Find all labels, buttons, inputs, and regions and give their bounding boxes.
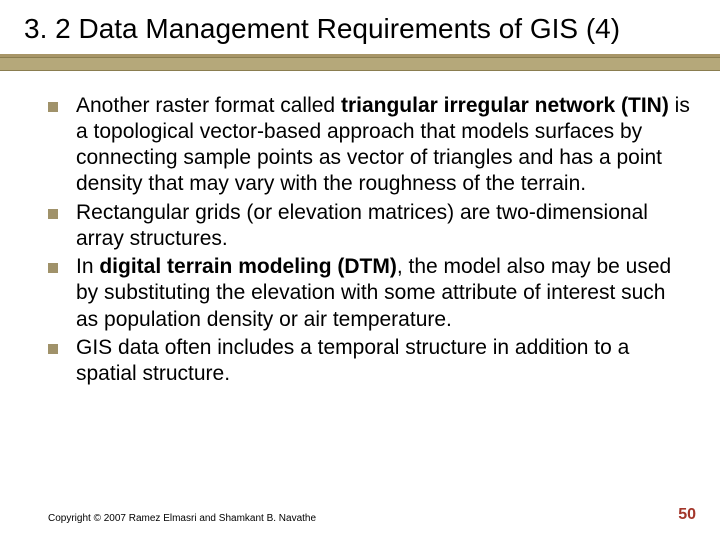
list-item-text: Another raster format called triangular … <box>76 93 690 198</box>
text-pre: GIS data often includes a temporal struc… <box>76 336 629 385</box>
bullet-icon <box>48 344 58 354</box>
text-pre: Another raster format called <box>76 94 341 117</box>
text-bold: digital terrain modeling (DTM) <box>99 255 397 278</box>
body: Another raster format called triangular … <box>0 71 720 388</box>
footer: Copyright © 2007 Ramez Elmasri and Shamk… <box>48 506 696 524</box>
slide: 3. 2 Data Management Requirements of GIS… <box>0 0 720 540</box>
list-item: GIS data often includes a temporal struc… <box>48 335 690 388</box>
text-pre: In <box>76 255 99 278</box>
divider-band <box>0 57 720 71</box>
text-bold: triangular irregular network (TIN) <box>341 94 669 117</box>
list-item: Another raster format called triangular … <box>48 93 690 198</box>
list-item: Rectangular grids (or elevation matrices… <box>48 200 690 253</box>
text-pre: Rectangular grids (or elevation matrices… <box>76 201 648 250</box>
title-area: 3. 2 Data Management Requirements of GIS… <box>0 0 720 57</box>
list-item-text: GIS data often includes a temporal struc… <box>76 335 690 388</box>
page-number: 50 <box>678 506 696 524</box>
slide-title: 3. 2 Data Management Requirements of GIS… <box>24 12 696 46</box>
list-item: In digital terrain modeling (DTM), the m… <box>48 254 690 333</box>
list-item-text: In digital terrain modeling (DTM), the m… <box>76 254 690 333</box>
bullet-icon <box>48 209 58 219</box>
bullet-icon <box>48 102 58 112</box>
list-item-text: Rectangular grids (or elevation matrices… <box>76 200 690 253</box>
copyright-text: Copyright © 2007 Ramez Elmasri and Shamk… <box>48 513 316 524</box>
bullet-icon <box>48 263 58 273</box>
